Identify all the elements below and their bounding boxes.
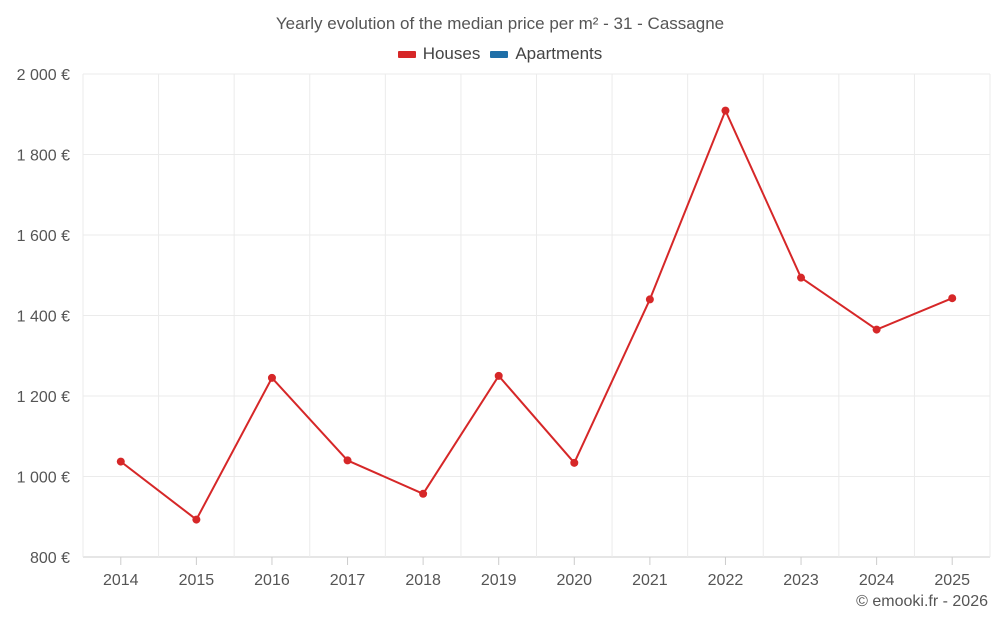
y-tick-label: 1 600 € [17,228,70,245]
data-point-houses [721,106,730,115]
data-point-houses [343,456,352,465]
legend-swatch-apartments [490,50,509,58]
legend-label-houses: Houses [422,44,481,63]
legend-item-apartments[interactable]: Apartments [490,44,602,64]
y-tick-label: 1 800 € [17,148,70,165]
y-tick-label: 1 200 € [17,389,70,406]
y-tick-label: 1 000 € [17,470,70,487]
credit-text: © emooki.fr - 2026 [856,593,988,610]
x-tick-label: 2023 [783,572,819,589]
data-point-houses [267,373,276,382]
data-point-houses [948,294,957,303]
data-point-houses [872,325,881,334]
data-point-houses [419,489,428,498]
x-tick-label: 2017 [330,572,366,589]
x-tick-label: 2016 [254,572,290,589]
x-tick-label: 2018 [405,572,441,589]
data-point-houses [116,457,125,466]
data-point-houses [192,515,201,524]
data-point-houses [797,273,806,282]
legend-swatch-houses [397,50,416,58]
data-point-houses [570,458,579,467]
y-tick-label: 1 400 € [17,309,70,326]
x-tick-label: 2025 [934,572,970,589]
legend-label-apartments: Apartments [515,44,603,63]
data-point-houses [494,371,503,380]
legend-item-houses[interactable]: Houses [397,44,481,64]
x-tick-label: 2019 [481,572,517,589]
x-tick-label: 2021 [632,572,668,589]
series-line-houses [120,109,953,521]
x-tick-label: 2022 [708,572,744,589]
x-tick-label: 2024 [859,572,895,589]
x-tick-label: 2015 [179,572,215,589]
y-tick-label: 800 € [30,550,70,567]
x-tick-label: 2014 [103,572,139,589]
x-tick-label: 2020 [556,572,592,589]
y-tick-label: 2 000 € [17,67,70,84]
chart-title: Yearly evolution of the median price per… [275,14,725,33]
legend: Houses Apartments [0,44,1000,64]
data-point-houses [645,295,654,304]
